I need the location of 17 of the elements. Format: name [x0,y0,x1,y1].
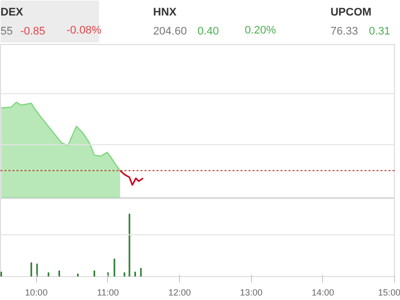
x-tick-label: 12:00 [168,288,191,298]
x-tick-label: 15:00 [378,288,400,298]
x-tick-label: 13:00 [240,288,262,298]
text: UPCOM [330,6,372,18]
text: 76.33 [330,26,358,38]
text: DEX [0,6,24,18]
x-tick-label: 14:00 [312,288,334,298]
text: 0.40 [198,26,219,38]
text: -0.08% [66,24,102,36]
text: 55 [0,26,13,38]
x-tick-label: 10:00 [25,288,48,298]
text: HNX [153,6,178,18]
text: -0.85 [20,26,46,38]
text: 0.20% [244,24,276,36]
text: 0.31 [368,26,390,38]
x-tick-label: 11:00 [97,288,119,298]
text: 204.60 [153,26,187,38]
